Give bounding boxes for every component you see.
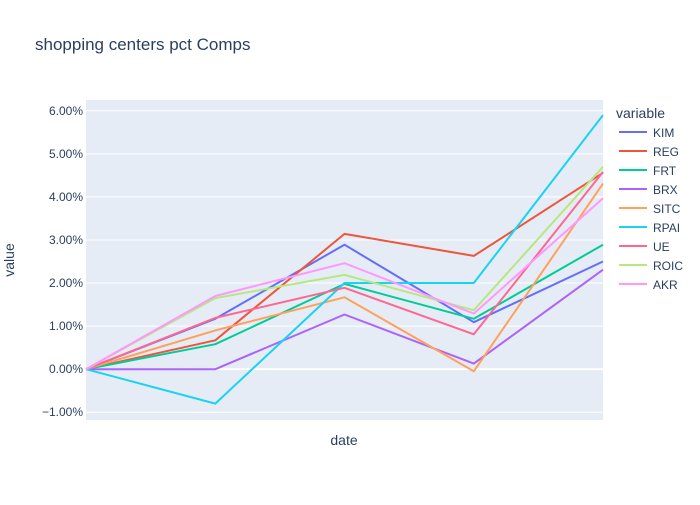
plot-area (86, 100, 603, 420)
legend-item-rpai[interactable]: RPAI (619, 221, 680, 235)
y-tick-label: 2.00% (49, 276, 83, 290)
legend-label: ROIC (653, 259, 683, 273)
legend-label: REG (653, 145, 679, 159)
series-line-roic (85, 166, 604, 371)
y-axis-label: value (1, 243, 17, 277)
series-line-brx (86, 268, 604, 371)
series-line-ue (85, 171, 604, 371)
series-line-sitc (85, 183, 604, 373)
series-line-rpai (85, 114, 604, 405)
y-axis-ticks: −1.00% 0.00% 1.00% 2.00% 3.00% 4.00% 5.00% 6.00… (42, 104, 83, 419)
legend-item-frt[interactable]: FRT (619, 164, 677, 178)
legend-label: FRT (653, 164, 677, 178)
legend-item-akr[interactable]: AKR (619, 278, 678, 292)
y-tick-label: 5.00% (49, 147, 83, 161)
y-tick-label: 6.00% (49, 104, 83, 118)
legend-label: AKR (653, 278, 678, 292)
legend-title: variable (616, 105, 665, 121)
chart-title: shopping centers pct Comps (35, 35, 250, 54)
legend-label: SITC (653, 202, 681, 216)
legend-item-kim[interactable]: KIM (619, 126, 674, 140)
x-axis-label: date (330, 432, 357, 448)
legend-item-brx[interactable]: BRX (619, 183, 678, 197)
y-tick-label: 0.00% (49, 362, 83, 376)
legend-item-sitc[interactable]: SITC (619, 202, 681, 216)
y-tick-label: 1.00% (49, 319, 83, 333)
y-tick-label: 4.00% (49, 190, 83, 204)
y-tick-label: 3.00% (49, 233, 83, 247)
series-line-akr (85, 197, 604, 371)
legend-item-reg[interactable]: REG (619, 145, 679, 159)
legend: KIM REG FRT BRX SITC RPAI UE ROIC AKR (619, 126, 683, 292)
y-tick-label: −1.00% (42, 405, 83, 419)
legend-label: UE (653, 240, 670, 254)
legend-label: BRX (653, 183, 678, 197)
legend-label: RPAI (653, 221, 680, 235)
series-lines (85, 114, 604, 405)
legend-item-roic[interactable]: ROIC (619, 259, 683, 273)
legend-item-ue[interactable]: UE (619, 240, 670, 254)
legend-label: KIM (653, 126, 674, 140)
